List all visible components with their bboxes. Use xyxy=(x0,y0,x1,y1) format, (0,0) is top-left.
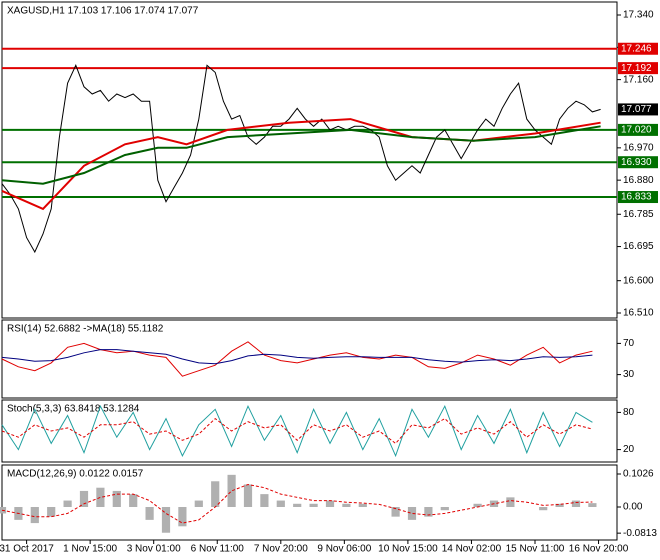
panel-title: XAGUSD,H1 17.103 17.106 17.074 17.077 xyxy=(7,6,199,17)
x-tick-label: 16 Nov 20:00 xyxy=(569,544,629,555)
histogram-bar xyxy=(227,474,236,508)
x-tick-label: 31 Oct 2017 xyxy=(0,544,54,555)
y-tick-label: 80 xyxy=(623,407,635,418)
level-box xyxy=(618,191,658,204)
y-tick-label: 70 xyxy=(623,338,635,349)
level-label: 17.020 xyxy=(621,125,652,136)
histogram-bar xyxy=(588,503,597,508)
histogram-bar xyxy=(539,507,548,511)
series-line xyxy=(1,349,593,365)
histogram-bar xyxy=(194,500,203,508)
y-tick-label: 30 xyxy=(623,369,635,380)
histogram-bar xyxy=(63,500,72,508)
histogram-bar xyxy=(473,503,482,508)
histogram-bar xyxy=(325,500,335,508)
histogram-bar xyxy=(243,484,253,508)
x-tick-label: 15 Nov 11:00 xyxy=(506,544,565,555)
level-label: 17.246 xyxy=(621,43,652,54)
last-price-box xyxy=(618,103,658,116)
panel-title: Stoch(5,3,3) 63.8418 53.1284 xyxy=(7,404,140,415)
series-line xyxy=(1,125,601,185)
x-tick-label: 3 Nov 01:00 xyxy=(127,544,181,555)
histogram-bar xyxy=(129,494,138,508)
y-tick-label: -0.0813 xyxy=(623,528,657,539)
histogram-bar xyxy=(309,503,318,508)
y-tick-label: 16.880 xyxy=(623,175,654,186)
level-box xyxy=(618,42,658,55)
panel-title: RSI(14) 52.6882 ->MA(18) 55.1182 xyxy=(7,324,164,335)
histogram-bar xyxy=(342,503,351,508)
panel-frame xyxy=(1,464,618,541)
x-tick-label: 14 Nov 02:00 xyxy=(442,544,502,555)
histogram-bar xyxy=(555,503,564,508)
x-tick-label: 10 Nov 15:00 xyxy=(378,544,438,555)
y-tick-label: 16.510 xyxy=(623,308,654,319)
histogram-bar xyxy=(30,507,39,524)
y-tick-label: 17.160 xyxy=(623,74,654,85)
histogram-bar xyxy=(571,500,581,508)
histogram-bar xyxy=(440,507,449,511)
level-box xyxy=(618,62,658,75)
histogram-bar xyxy=(178,507,187,527)
y-tick-label: 0.00 xyxy=(623,502,643,513)
series-line xyxy=(1,64,601,254)
series-line xyxy=(1,483,593,524)
histogram-bar xyxy=(211,481,220,508)
histogram-bar xyxy=(79,490,89,508)
histogram-bar xyxy=(96,487,105,508)
series-line xyxy=(1,404,593,458)
level-box xyxy=(618,123,658,136)
histogram-bar xyxy=(161,507,171,533)
level-label: 17.192 xyxy=(621,63,652,74)
x-tick-label: 9 Nov 06:00 xyxy=(317,544,371,555)
level-label: 16.833 xyxy=(621,192,652,203)
x-tick-label: 1 Nov 15:00 xyxy=(63,544,117,555)
level-box xyxy=(618,156,658,169)
histogram-bar xyxy=(276,500,285,508)
y-tick-label: 16.600 xyxy=(623,275,654,286)
panel-frame xyxy=(1,1,618,319)
histogram-bar xyxy=(424,507,433,517)
panel-title: MACD(12,26,9) 0.0122 0.0157 xyxy=(7,469,144,480)
panel-frame xyxy=(1,399,618,463)
histogram-bar xyxy=(260,494,269,508)
y-tick-label: 16.785 xyxy=(623,209,654,220)
y-tick-label: 17.340 xyxy=(623,10,654,21)
y-tick-label: 0.1026 xyxy=(623,469,654,480)
histogram-bar xyxy=(293,503,302,508)
histogram-bar xyxy=(407,507,417,520)
histogram-bar xyxy=(112,490,121,508)
last-price-label: 17.077 xyxy=(621,104,652,115)
x-tick-label: 7 Nov 20:00 xyxy=(254,544,308,555)
y-tick-label: 16.970 xyxy=(623,142,654,153)
y-tick-label: 16.695 xyxy=(623,241,654,252)
histogram-bar xyxy=(47,507,56,517)
level-label: 16.930 xyxy=(621,157,652,168)
histogram-bar xyxy=(506,497,515,508)
y-tick-label: 20 xyxy=(623,444,635,455)
histogram-bar xyxy=(145,507,154,520)
histogram-bar xyxy=(391,507,400,517)
series-line xyxy=(1,417,593,445)
x-tick-label: 6 Nov 11:00 xyxy=(191,544,245,555)
histogram-bar xyxy=(358,503,367,508)
